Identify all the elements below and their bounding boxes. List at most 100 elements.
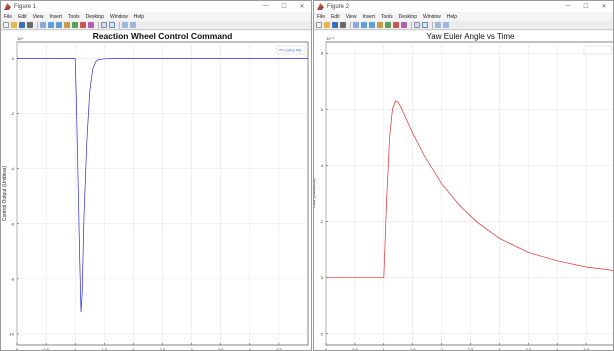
menu-help[interactable]: Help — [133, 13, 145, 20]
x-tick-label: 2.5 — [468, 347, 474, 351]
x-tick-label: 0.5 — [352, 347, 358, 351]
minimize-icon[interactable]: — — [263, 3, 269, 9]
series-line-0 — [17, 58, 308, 312]
zoom-in-icon[interactable] — [48, 22, 54, 28]
menu-view[interactable]: View — [345, 13, 357, 20]
select-arrow-icon[interactable] — [40, 22, 46, 28]
x-tick-label: 4 — [556, 347, 559, 351]
save-icon[interactable] — [332, 22, 338, 28]
toolbar — [314, 21, 613, 30]
x-tick-label: 2 — [132, 347, 135, 351]
data-cursor-icon[interactable] — [80, 22, 86, 28]
minimize-icon[interactable]: — — [565, 3, 571, 9]
series-line-0 — [326, 100, 613, 279]
x-tick-label: 0 — [16, 347, 19, 351]
new-figure-icon[interactable] — [3, 22, 9, 28]
x-tick-label: 1 — [383, 347, 386, 351]
toolbar-separator — [411, 21, 412, 29]
legend-entry: Control PID — [284, 49, 302, 53]
menu-help[interactable]: Help — [446, 13, 458, 20]
y-tick-label: 6 — [321, 107, 324, 112]
brush-icon[interactable] — [88, 22, 94, 28]
x-tick-label: 0 — [325, 347, 328, 351]
pan-icon[interactable] — [64, 22, 70, 28]
x-tick-label: 3 — [190, 347, 193, 351]
show-plot-tools-icon[interactable] — [130, 22, 136, 28]
menu-window[interactable]: Window — [422, 13, 441, 20]
menu-edit[interactable]: Edit — [331, 13, 340, 20]
x-tick-label: 0.5 — [43, 347, 49, 351]
figure-canvas: 0 0.5 1 1.5 2 2.5 3 3.5 4 4.5 8 6 4 2 0 -2 10⁻³ Yaw Euler… — [314, 31, 613, 350]
colorbar-icon[interactable] — [101, 22, 107, 28]
hide-plot-tools-icon[interactable] — [122, 22, 128, 28]
figure-2-window: Figure 2 — ☐ ✕ File Edit View Insert Too… — [313, 0, 614, 351]
legend-box — [276, 45, 306, 55]
rotate-icon[interactable] — [72, 22, 78, 28]
title-bar[interactable]: Figure 1 — ☐ ✕ — [1, 1, 311, 12]
x-tick-label: 4 — [249, 347, 252, 351]
y-axis-label: Control Output (Unitless) — [2, 166, 8, 221]
toolbar-separator — [350, 21, 351, 29]
x-tick-label: 4.5 — [276, 347, 282, 351]
menu-insert[interactable]: Insert — [362, 13, 375, 20]
y-tick-label: -2 — [10, 111, 14, 116]
legend-icon[interactable] — [422, 22, 428, 28]
axis-exponent: 10⁴ — [17, 36, 23, 41]
menu-desktop[interactable]: Desktop — [85, 13, 104, 20]
open-file-icon[interactable] — [324, 22, 330, 28]
legend-box — [583, 45, 613, 55]
maximize-icon[interactable]: ☐ — [281, 4, 287, 10]
x-tick-label: 3.5 — [526, 347, 532, 351]
legend-icon[interactable] — [109, 22, 115, 28]
x-tick-label: 1 — [74, 347, 77, 351]
title-bar[interactable]: Figure 2 — ☐ ✕ — [314, 1, 613, 12]
print-icon[interactable] — [27, 22, 33, 28]
pan-icon[interactable] — [377, 22, 383, 28]
colorbar-icon[interactable] — [414, 22, 420, 28]
matlab-icon — [317, 3, 324, 10]
print-icon[interactable] — [340, 22, 346, 28]
menu-tools[interactable]: Tools — [380, 13, 393, 20]
zoom-in-icon[interactable] — [361, 22, 367, 28]
menu-window[interactable]: Window — [109, 13, 128, 20]
x-tick-label: 3 — [498, 347, 501, 351]
control-command-chart: 0 0.5 1 1.5 2 2.5 3 3.5 4 4.5 0 -2 -4 -6 -8 -10 10⁴ React… — [2, 31, 309, 351]
y-tick-label: -6 — [10, 221, 14, 226]
zoom-out-icon[interactable] — [369, 22, 375, 28]
toolbar-separator — [432, 21, 433, 29]
menu-tools[interactable]: Tools — [67, 13, 80, 20]
data-cursor-icon[interactable] — [393, 22, 399, 28]
y-tick-label: 0 — [321, 275, 324, 280]
menu-desktop[interactable]: Desktop — [398, 13, 417, 20]
toolbar — [1, 21, 311, 30]
y-tick-label: 4 — [321, 163, 324, 168]
select-arrow-icon[interactable] — [353, 22, 359, 28]
show-plot-tools-icon[interactable] — [443, 22, 449, 28]
menu-view[interactable]: View — [32, 13, 44, 20]
menu-file[interactable]: File — [317, 13, 326, 20]
maximize-icon[interactable]: ☐ — [583, 4, 589, 10]
x-tick-label: 3.5 — [218, 347, 224, 351]
open-file-icon[interactable] — [11, 22, 17, 28]
figure-canvas: 0 0.5 1 1.5 2 2.5 3 3.5 4 4.5 0 -2 -4 -6 -8 -10 10⁴ React… — [1, 31, 311, 350]
toolbar-separator — [119, 21, 120, 29]
save-icon[interactable] — [19, 22, 25, 28]
menu-edit[interactable]: Edit — [18, 13, 27, 20]
zoom-out-icon[interactable] — [56, 22, 62, 28]
window-title: Figure 2 — [327, 3, 350, 10]
plot-area — [325, 41, 613, 346]
window-title: Figure 1 — [14, 3, 37, 10]
toolbar-separator — [37, 21, 38, 29]
rotate-icon[interactable] — [385, 22, 391, 28]
x-tick-label: 2 — [440, 347, 443, 351]
brush-icon[interactable] — [401, 22, 407, 28]
y-tick-label: 8 — [321, 51, 324, 56]
close-icon[interactable]: ✕ — [601, 4, 607, 10]
menu-insert[interactable]: Insert — [49, 13, 62, 20]
yaw-angle-chart: 0 0.5 1 1.5 2 2.5 3 3.5 4 4.5 8 6 4 2 0 -2 10⁻³ Yaw Euler… — [314, 32, 613, 351]
close-icon[interactable]: ✕ — [299, 4, 305, 10]
y-tick-label: 2 — [321, 219, 324, 224]
hide-plot-tools-icon[interactable] — [435, 22, 441, 28]
new-figure-icon[interactable] — [316, 22, 322, 28]
menu-file[interactable]: File — [4, 13, 13, 20]
